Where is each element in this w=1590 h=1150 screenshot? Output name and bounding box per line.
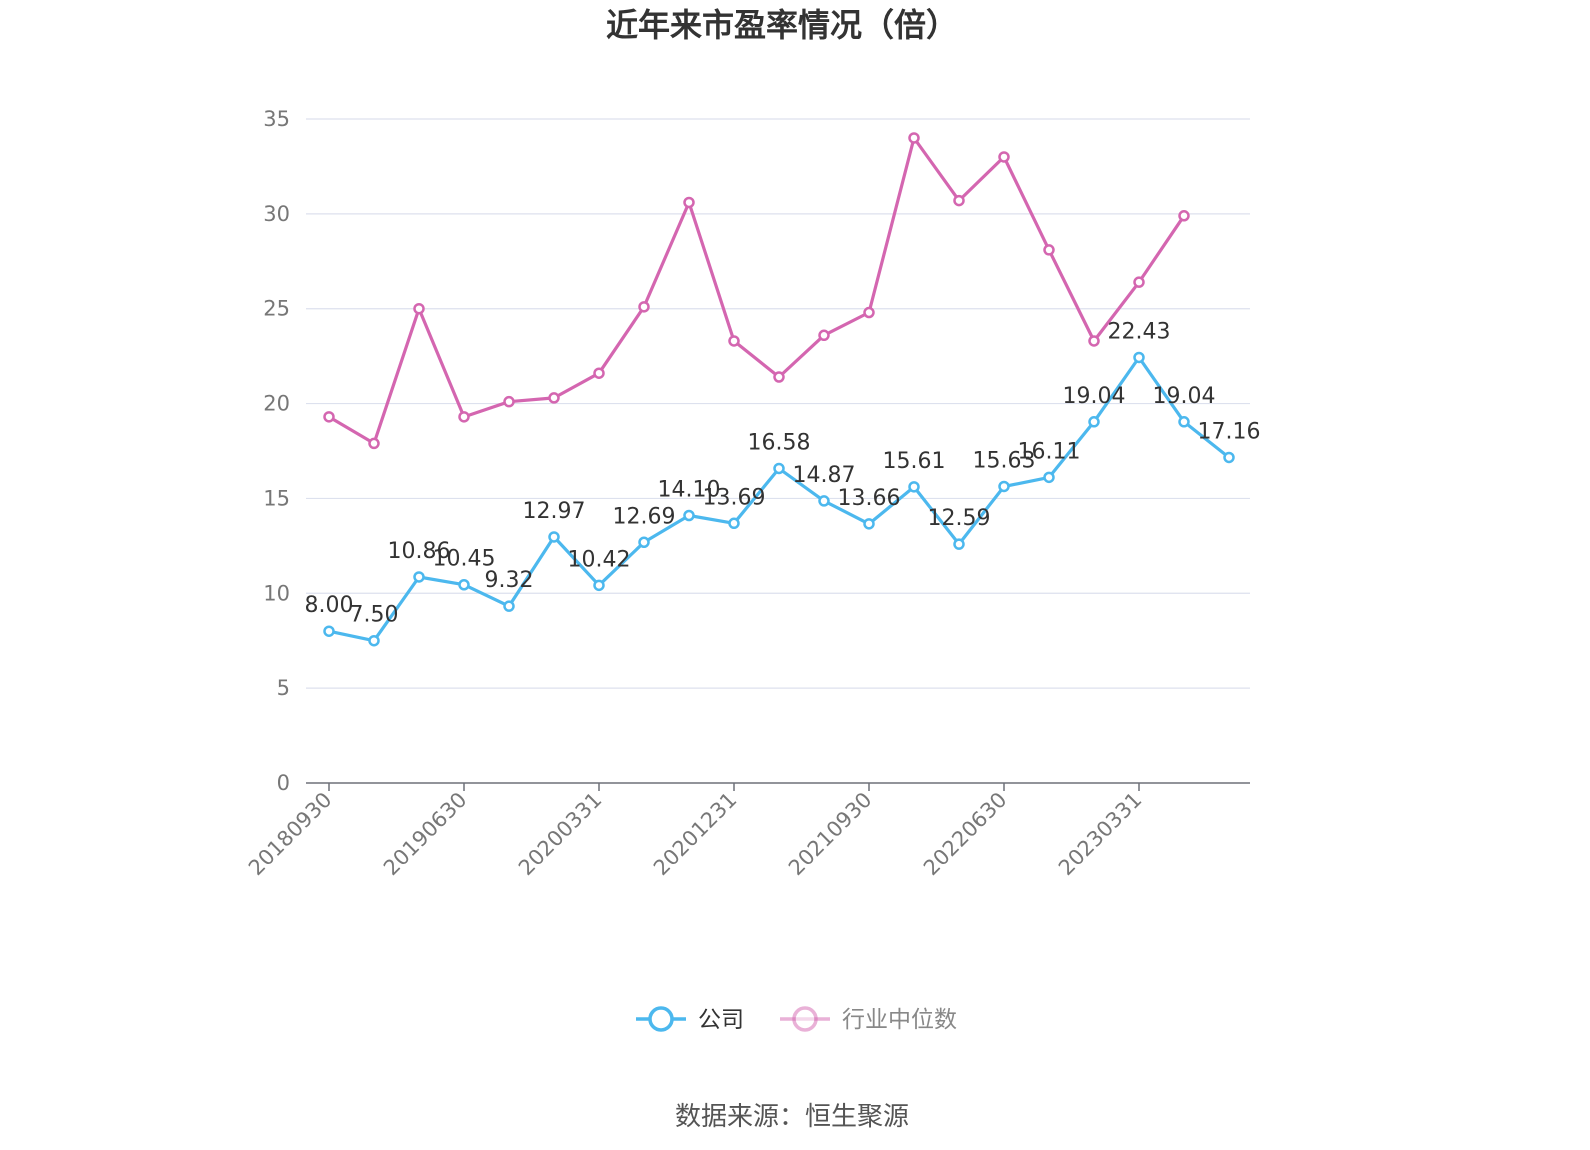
x-tick-label: 20210930 (784, 788, 877, 881)
data-point[interactable] (818, 495, 830, 507)
legend[interactable]: 公司 行业中位数 (636, 1006, 957, 1033)
data-point[interactable] (1088, 335, 1100, 347)
legend-item-industry-median[interactable]: 行业中位数 (780, 1006, 957, 1033)
data-point[interactable] (638, 536, 650, 549)
data-point[interactable] (458, 411, 470, 423)
y-tick-label: 20 (263, 392, 290, 416)
data-point[interactable] (458, 578, 470, 591)
data-point[interactable] (728, 335, 740, 347)
data-point[interactable] (1178, 210, 1190, 222)
data-point[interactable] (773, 371, 785, 383)
y-tick-label: 5 (277, 676, 290, 700)
data-label: 8.00 (305, 593, 354, 618)
data-label: 15.61 (883, 449, 946, 474)
data-point[interactable] (728, 517, 740, 530)
data-point[interactable] (863, 306, 875, 319)
data-label: 14.87 (793, 463, 856, 488)
x-tick-label: 20180930 (244, 788, 337, 881)
data-point[interactable] (683, 196, 695, 209)
series-line (328, 136, 1186, 445)
data-label: 12.97 (523, 499, 586, 524)
legend-label: 行业中位数 (842, 1007, 957, 1033)
data-point[interactable] (998, 151, 1010, 163)
chart-title: 近年来市盈率情况（倍） (606, 6, 958, 44)
data-label: 10.42 (568, 547, 631, 572)
data-source: 数据来源：恒生聚源 (675, 1102, 909, 1132)
data-point[interactable] (368, 437, 380, 450)
data-point[interactable] (998, 480, 1010, 493)
legend-marker-icon (792, 1006, 818, 1032)
x-tick-label: 20200331 (514, 788, 607, 881)
data-label: 7.50 (350, 603, 399, 628)
x-tick-label: 20201231 (649, 788, 742, 881)
data-label: 15.63 (973, 448, 1036, 473)
x-tick-label: 20230331 (1054, 788, 1147, 881)
data-point[interactable] (863, 518, 875, 530)
data-point[interactable] (413, 571, 425, 583)
legend-item-company[interactable]: 公司 (636, 1006, 744, 1033)
data-label: 19.04 (1063, 384, 1126, 409)
y-tick-label: 25 (263, 297, 290, 321)
legend-marker-icon (648, 1006, 674, 1032)
data-point[interactable] (1133, 276, 1145, 288)
data-label: 16.58 (748, 430, 811, 455)
data-label: 16.11 (1018, 439, 1081, 464)
data-point[interactable] (953, 194, 965, 207)
data-label: 13.69 (703, 485, 766, 510)
data-labels: 8.007.5010.8610.459.3212.9710.4212.6914.… (305, 319, 1261, 627)
x-tick-label: 20190630 (379, 788, 472, 881)
data-point[interactable] (548, 531, 560, 543)
data-point[interactable] (1178, 416, 1190, 428)
data-label: 12.59 (928, 506, 991, 531)
data-point[interactable] (908, 481, 920, 493)
y-tick-label: 0 (277, 771, 290, 795)
data-point[interactable] (503, 600, 515, 612)
data-point[interactable] (548, 392, 560, 404)
x-tick-label: 20220630 (919, 788, 1012, 881)
data-point[interactable] (1043, 471, 1055, 484)
data-point[interactable] (593, 579, 605, 592)
data-point[interactable] (638, 301, 650, 313)
data-point[interactable] (503, 395, 515, 408)
data-point[interactable] (773, 462, 785, 475)
y-tick-label: 35 (263, 107, 290, 131)
data-point[interactable] (1223, 451, 1235, 464)
data-point[interactable] (323, 411, 335, 423)
data-point[interactable] (323, 625, 335, 637)
y-tick-label: 15 (263, 486, 290, 510)
y-tick-label: 10 (263, 581, 290, 605)
grid-lines (306, 118, 1250, 689)
data-point[interactable] (908, 132, 920, 144)
data-label: 9.32 (485, 568, 534, 593)
legend-label: 公司 (698, 1007, 744, 1033)
data-point[interactable] (1133, 351, 1145, 364)
data-label: 19.04 (1153, 384, 1216, 409)
data-point[interactable] (368, 634, 380, 647)
data-label: 14.10 (658, 478, 721, 503)
data-point[interactable] (1043, 244, 1055, 256)
data-point[interactable] (818, 329, 830, 342)
data-point[interactable] (1088, 416, 1100, 428)
y-tick-label: 30 (263, 202, 290, 226)
series-layer (323, 132, 1235, 647)
data-label: 10.45 (433, 547, 496, 572)
data-point[interactable] (683, 509, 695, 522)
data-label: 10.86 (388, 539, 451, 564)
data-label: 17.16 (1198, 419, 1261, 444)
data-point[interactable] (953, 538, 965, 550)
data-point[interactable] (593, 367, 605, 379)
data-label: 13.66 (838, 486, 901, 511)
data-label: 12.69 (613, 504, 676, 529)
data-point[interactable] (413, 302, 425, 315)
data-label: 22.43 (1108, 319, 1171, 344)
